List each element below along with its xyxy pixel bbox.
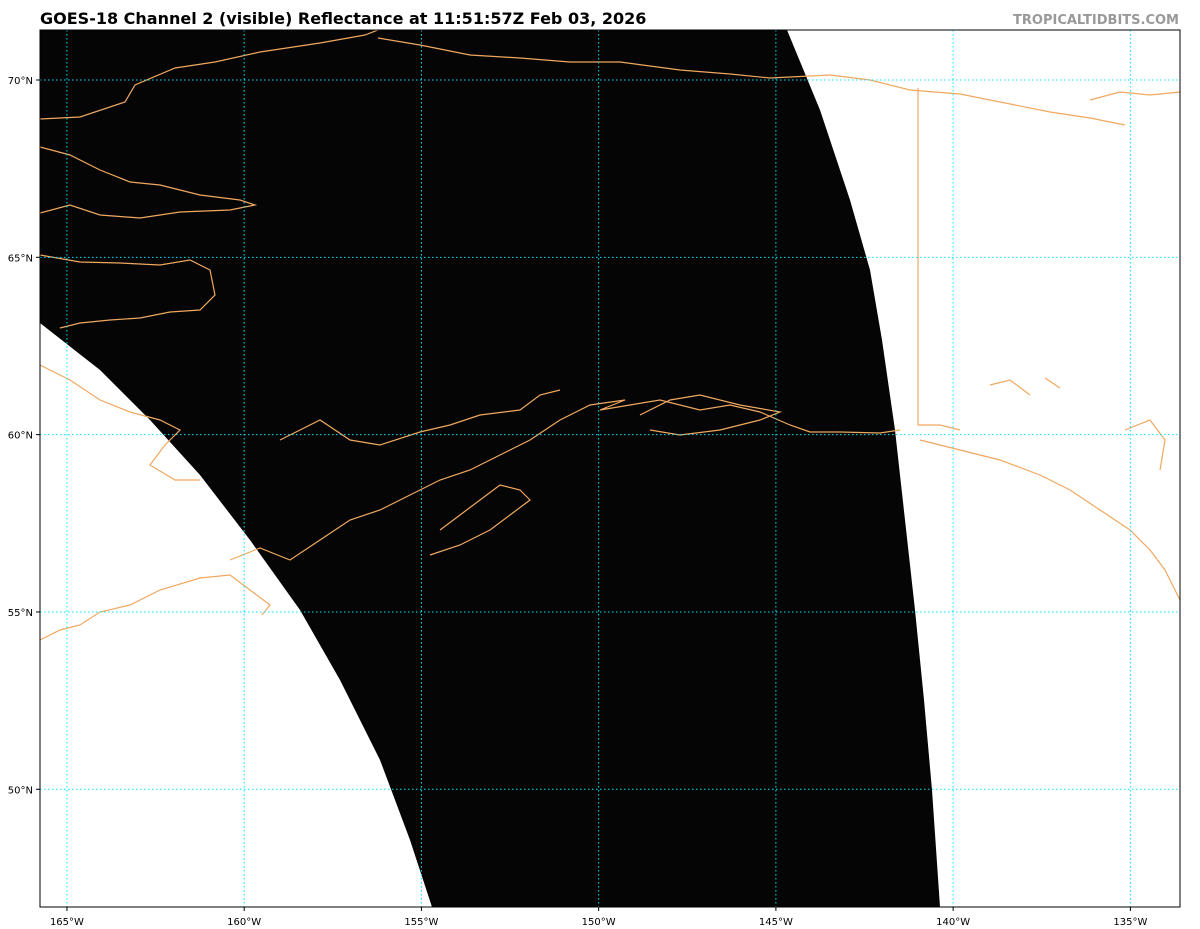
x-tick-label: 160°W [227,917,261,928]
y-tick-label: 50°N [8,785,33,796]
y-tick-label: 70°N [8,76,33,87]
x-tick-label: 155°W [404,917,438,928]
plot-frame [39,29,1181,908]
y-tick-label: 60°N [8,431,33,442]
coastlines [40,30,1180,641]
x-tick-label: 150°W [582,917,616,928]
x-tick-label: 140°W [936,917,970,928]
x-tick-label: 145°W [759,917,793,928]
y-tick-label: 55°N [8,608,33,619]
x-tick-label: 165°W [50,917,84,928]
map-title: GOES-18 Channel 2 (visible) Reflectance … [40,9,646,28]
y-tick-label: 65°N [8,253,33,264]
credit: TROPICALTIDBITS.COM [1013,13,1179,28]
plot-area [40,30,1180,907]
x-tick-label: 135°W [1113,917,1147,928]
satellite-swath [40,30,940,907]
